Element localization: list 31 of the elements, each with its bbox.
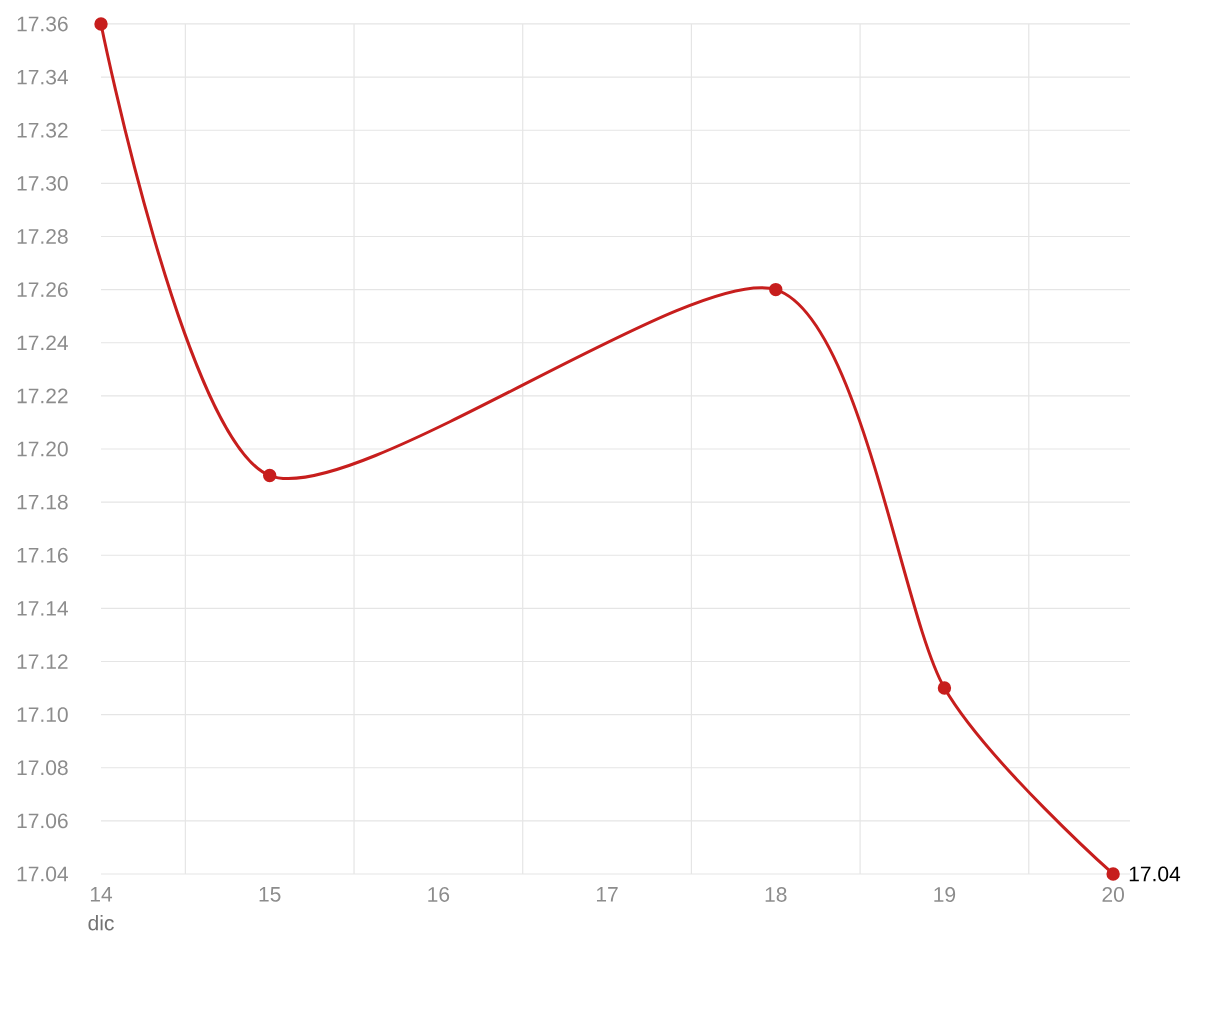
data-label: 17.04: [1129, 866, 1181, 882]
x-tick-label: 14: [90, 887, 113, 902]
y-tick-label: 17.08: [17, 760, 68, 776]
y-tick-label: 17.24: [17, 335, 68, 351]
y-tick-label: 17.36: [17, 16, 68, 32]
x-tick-label: 20: [1102, 887, 1124, 902]
y-tick-label: 17.18: [17, 494, 68, 510]
y-tick-label: 17.14: [17, 601, 68, 616]
y-tick-label: 17.28: [17, 229, 68, 244]
point: [937, 681, 952, 695]
y-tick-label: 17.04: [17, 866, 68, 882]
x-tick-label: 15: [259, 887, 281, 902]
y-tick-label: 17.20: [17, 441, 68, 457]
x-tick-label: 18: [765, 887, 787, 902]
y-tick-label: 17.30: [17, 175, 68, 191]
point: [94, 17, 108, 31]
point: [769, 282, 783, 297]
y-tick-label: 17.32: [17, 122, 68, 138]
y-tick-label: 17.26: [17, 282, 68, 298]
point: [262, 468, 277, 483]
point: [1106, 867, 1120, 881]
x-axis-title: dic: [88, 915, 114, 931]
x-tick-label: 16: [428, 887, 450, 902]
y-tick-label: 17.06: [17, 813, 68, 829]
y-tick-label: 17.16: [17, 547, 68, 563]
y-tick-label: 17.10: [17, 707, 68, 723]
y-tick-label: 17.12: [17, 654, 68, 669]
y-tick-label: 17.22: [17, 388, 68, 404]
x-tick-label: 17: [596, 887, 618, 902]
y-tick-label: 17.34: [17, 69, 68, 85]
x-tick-label: 19: [934, 887, 956, 902]
